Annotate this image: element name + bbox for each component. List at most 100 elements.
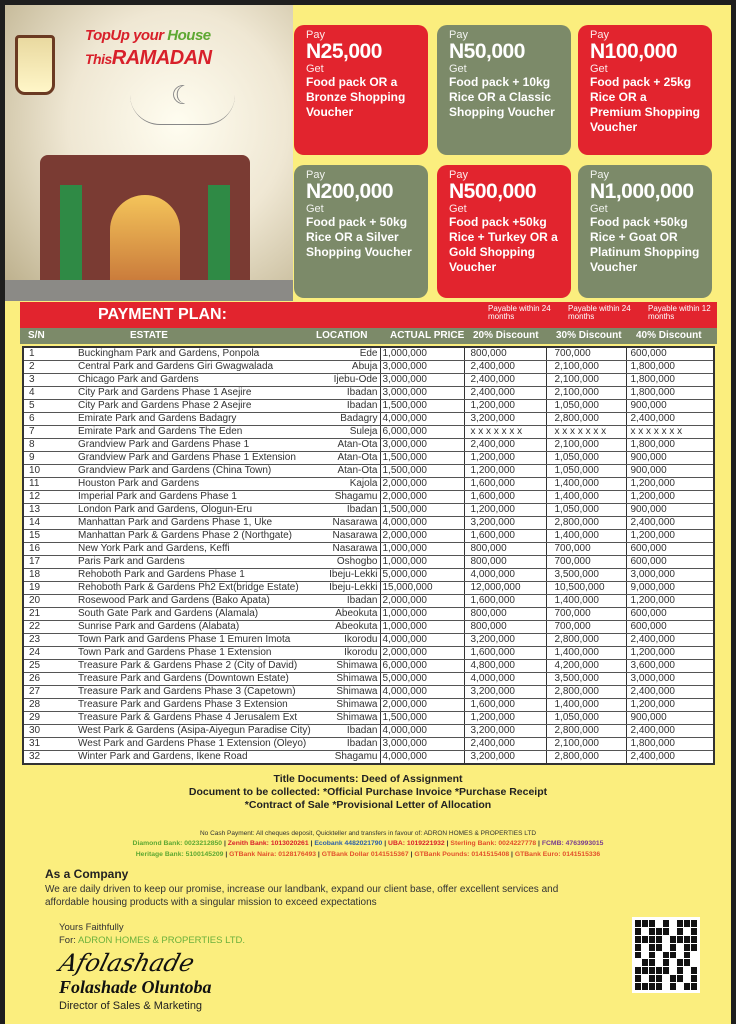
row-20-discount: 1,600,000 — [464, 477, 547, 491]
qr-module — [691, 935, 697, 943]
row-40-discount: 600,000 — [626, 555, 715, 569]
row-30-discount: 700,000 — [546, 555, 627, 569]
row-location: Atan-Ota — [324, 464, 381, 478]
row-40-discount: 600,000 — [626, 620, 715, 634]
offer-get-label: Get — [590, 63, 608, 75]
table-row: 3 Chicago Park and Gardens Ijebu-Ode 3,000,… — [23, 373, 715, 387]
qr-module — [684, 975, 690, 983]
qr-module — [635, 959, 641, 967]
table-row: 4 City Park and Gardens Phase 1 Asejire Ib… — [23, 386, 715, 400]
row-30-discount: 4,200,000 — [546, 659, 627, 673]
row-30-discount: 1,400,000 — [546, 594, 627, 608]
row-actual-price: 3,000,000 — [380, 360, 465, 374]
row-actual-price: 1,500,000 — [380, 464, 465, 478]
row-location: Abuja — [324, 360, 381, 374]
row-sn: 5 — [23, 399, 76, 413]
qr-module — [677, 927, 683, 935]
row-location: Nasarawa — [324, 516, 381, 530]
qr-module — [663, 935, 669, 943]
row-location: Abeokuta — [324, 620, 381, 634]
row-actual-price: 6,000,000 — [380, 659, 465, 673]
offer-pay-label: Pay — [449, 169, 468, 181]
qr-module — [670, 927, 676, 935]
qr-module — [656, 959, 662, 967]
payment-plan-bar: PAYMENT PLAN: Payable within 24 months P… — [20, 302, 717, 328]
row-40-discount: 3,600,000 — [626, 659, 715, 673]
row-estate: City Park and Gardens Phase 1 Asejire — [76, 386, 324, 400]
offer-amount: N1,000,000 — [590, 180, 694, 203]
qr-module — [684, 935, 690, 943]
row-20-discount: 800,000 — [464, 555, 547, 569]
offer-get-label: Get — [306, 63, 324, 75]
row-40-discount: 3,000,000 — [626, 568, 715, 582]
row-location: Ibadan — [324, 594, 381, 608]
qr-module — [684, 951, 690, 959]
headline-ramadan: RAMADAN — [111, 47, 212, 69]
row-actual-price: 2,000,000 — [380, 490, 465, 504]
row-20-discount: 1,200,000 — [464, 451, 547, 465]
row-estate: Manhattan Park and Gardens Phase 1, Uke — [76, 516, 324, 530]
table-row: 31 West Park and Gardens Phase 1 Extensio… — [23, 737, 715, 751]
yours-faithfully: Yours Faithfully — [59, 922, 124, 933]
row-40-discount: 600,000 — [626, 347, 715, 361]
separator: | — [223, 851, 230, 858]
row-40-discount: 1,800,000 — [626, 438, 715, 452]
row-estate: Rosewood Park and Gardens (Bako Apata) — [76, 594, 324, 608]
row-20-discount: 1,600,000 — [464, 646, 547, 660]
offer-amount: N25,000 — [306, 40, 382, 63]
qr-module — [656, 935, 662, 943]
offer-card: Pay N100,000 Get Food pack + 25kg Rice OR a… — [578, 25, 712, 155]
row-estate: Treasure Park & Gardens Phase 4 Jerusale… — [76, 711, 324, 725]
offer-card: Pay N50,000 Get Food pack + 10kg Rice OR a … — [437, 25, 571, 155]
documents-section: Title Documents: Deed of Assignment Docu… — [5, 773, 731, 812]
row-estate: Imperial Park and Gardens Phase 1 — [76, 490, 324, 504]
row-location: Atan-Ota — [324, 438, 381, 452]
row-location: Shagamu — [324, 490, 381, 504]
row-location: Oshogbo — [324, 555, 381, 569]
qr-module — [663, 975, 669, 983]
signature: Afolashade — [56, 949, 198, 977]
row-location: Ibadan — [324, 386, 381, 400]
row-actual-price: 2,000,000 — [380, 646, 465, 660]
documents-collected-2: *Contract of Sale *Provisional Letter of… — [244, 799, 492, 811]
offer-pay-label: Pay — [590, 29, 609, 41]
row-estate: Treasure Park and Gardens Phase 3 Extens… — [76, 698, 324, 712]
headline-line1: TopUp your House — [85, 27, 211, 44]
qr-module — [677, 935, 683, 943]
row-20-discount: 800,000 — [464, 620, 547, 634]
row-sn: 32 — [23, 750, 76, 765]
qr-module — [635, 967, 641, 975]
row-20-discount: 4,800,000 — [464, 659, 547, 673]
row-sn: 31 — [23, 737, 76, 751]
row-20-discount: 1,200,000 — [464, 711, 547, 725]
bank-account: Zenith Bank: 1013020261 — [227, 840, 309, 847]
headline-house: House — [167, 27, 211, 44]
row-location: Ibeju-Lekki — [324, 581, 381, 595]
row-40-discount: 600,000 — [626, 607, 715, 621]
row-20-discount: 2,400,000 — [464, 386, 547, 400]
row-actual-price: 1,000,000 — [380, 607, 465, 621]
row-20-discount: 3,200,000 — [464, 750, 547, 765]
offer-card: Pay N500,000 Get Food pack +50kg Rice + Tur… — [437, 165, 571, 298]
qr-code[interactable] — [632, 917, 700, 993]
row-20-discount: 2,400,000 — [464, 438, 547, 452]
row-location: Shimawa — [324, 698, 381, 712]
row-20-discount: 3,200,000 — [464, 516, 547, 530]
row-actual-price: 1,500,000 — [380, 451, 465, 465]
qr-module — [677, 967, 683, 975]
qr-module — [656, 967, 662, 975]
col-estate: ESTATE — [130, 330, 168, 341]
offer-card: Pay N1,000,000 Get Food pack +50kg Rice + G… — [578, 165, 712, 298]
offer-amount: N500,000 — [449, 180, 537, 203]
row-30-discount: 700,000 — [546, 542, 627, 556]
payable-note-20: Payable within 24 months — [488, 304, 551, 321]
table-row: 17 Paris Park and Gardens Oshogbo 1,000,000… — [23, 555, 715, 569]
qr-module — [663, 951, 669, 959]
qr-module — [663, 927, 669, 935]
row-20-discount: 1,200,000 — [464, 464, 547, 478]
row-sn: 18 — [23, 568, 76, 582]
bank-account: Diamond Bank: 0023212850 — [132, 840, 223, 847]
row-location: Ijebu-Ode — [324, 373, 381, 387]
row-actual-price: 2,000,000 — [380, 698, 465, 712]
qr-module — [691, 975, 697, 983]
